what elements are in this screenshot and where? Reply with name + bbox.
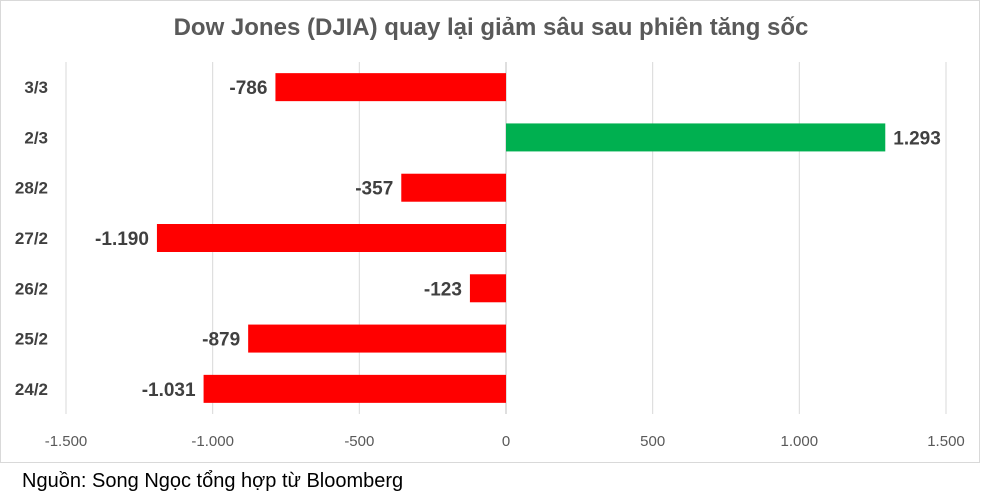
bar bbox=[248, 324, 506, 353]
data-label: -879 bbox=[202, 330, 240, 351]
category-label: 3/3 bbox=[24, 78, 48, 97]
category-label: 26/2 bbox=[15, 279, 48, 298]
bar-chart: -1.500 -1.000 -500 0 500 1.000 1.500 3/3 -786 2/3… bbox=[15, 62, 965, 450]
x-tick-label: -1.500 bbox=[45, 433, 88, 450]
bar bbox=[469, 274, 506, 303]
data-label: -786 bbox=[229, 78, 267, 99]
x-tick-label: 1.000 bbox=[781, 433, 819, 450]
x-tick-label: -500 bbox=[344, 433, 374, 450]
data-label: 1.293 bbox=[893, 128, 941, 149]
bar bbox=[506, 123, 886, 152]
x-tick-label: 500 bbox=[640, 433, 665, 450]
data-label: -1.031 bbox=[142, 380, 196, 401]
x-tick-label: 1.500 bbox=[927, 433, 965, 450]
bar bbox=[401, 173, 506, 202]
bar-layer bbox=[156, 73, 886, 403]
data-label: -357 bbox=[355, 179, 393, 200]
data-label: -1.190 bbox=[95, 229, 149, 250]
label-layer: -1.500 -1.000 -500 0 500 1.000 1.500 3/3 -786 2/3… bbox=[15, 78, 965, 450]
bar bbox=[156, 224, 506, 252]
category-label: 27/2 bbox=[15, 229, 48, 248]
chart-title: Dow Jones (DJIA) quay lại giảm sâu sau p… bbox=[173, 14, 809, 41]
x-tick-label: -1.000 bbox=[191, 433, 234, 450]
category-label: 28/2 bbox=[15, 179, 48, 198]
category-label: 24/2 bbox=[15, 380, 48, 399]
category-label: 25/2 bbox=[15, 330, 48, 349]
data-label: -123 bbox=[424, 279, 462, 300]
bar bbox=[203, 374, 506, 403]
category-label: 2/3 bbox=[24, 128, 48, 147]
source-note: Nguồn: Song Ngọc tổng hợp từ Bloomberg bbox=[22, 470, 404, 492]
bar bbox=[275, 73, 506, 102]
x-tick-label: 0 bbox=[502, 433, 510, 450]
